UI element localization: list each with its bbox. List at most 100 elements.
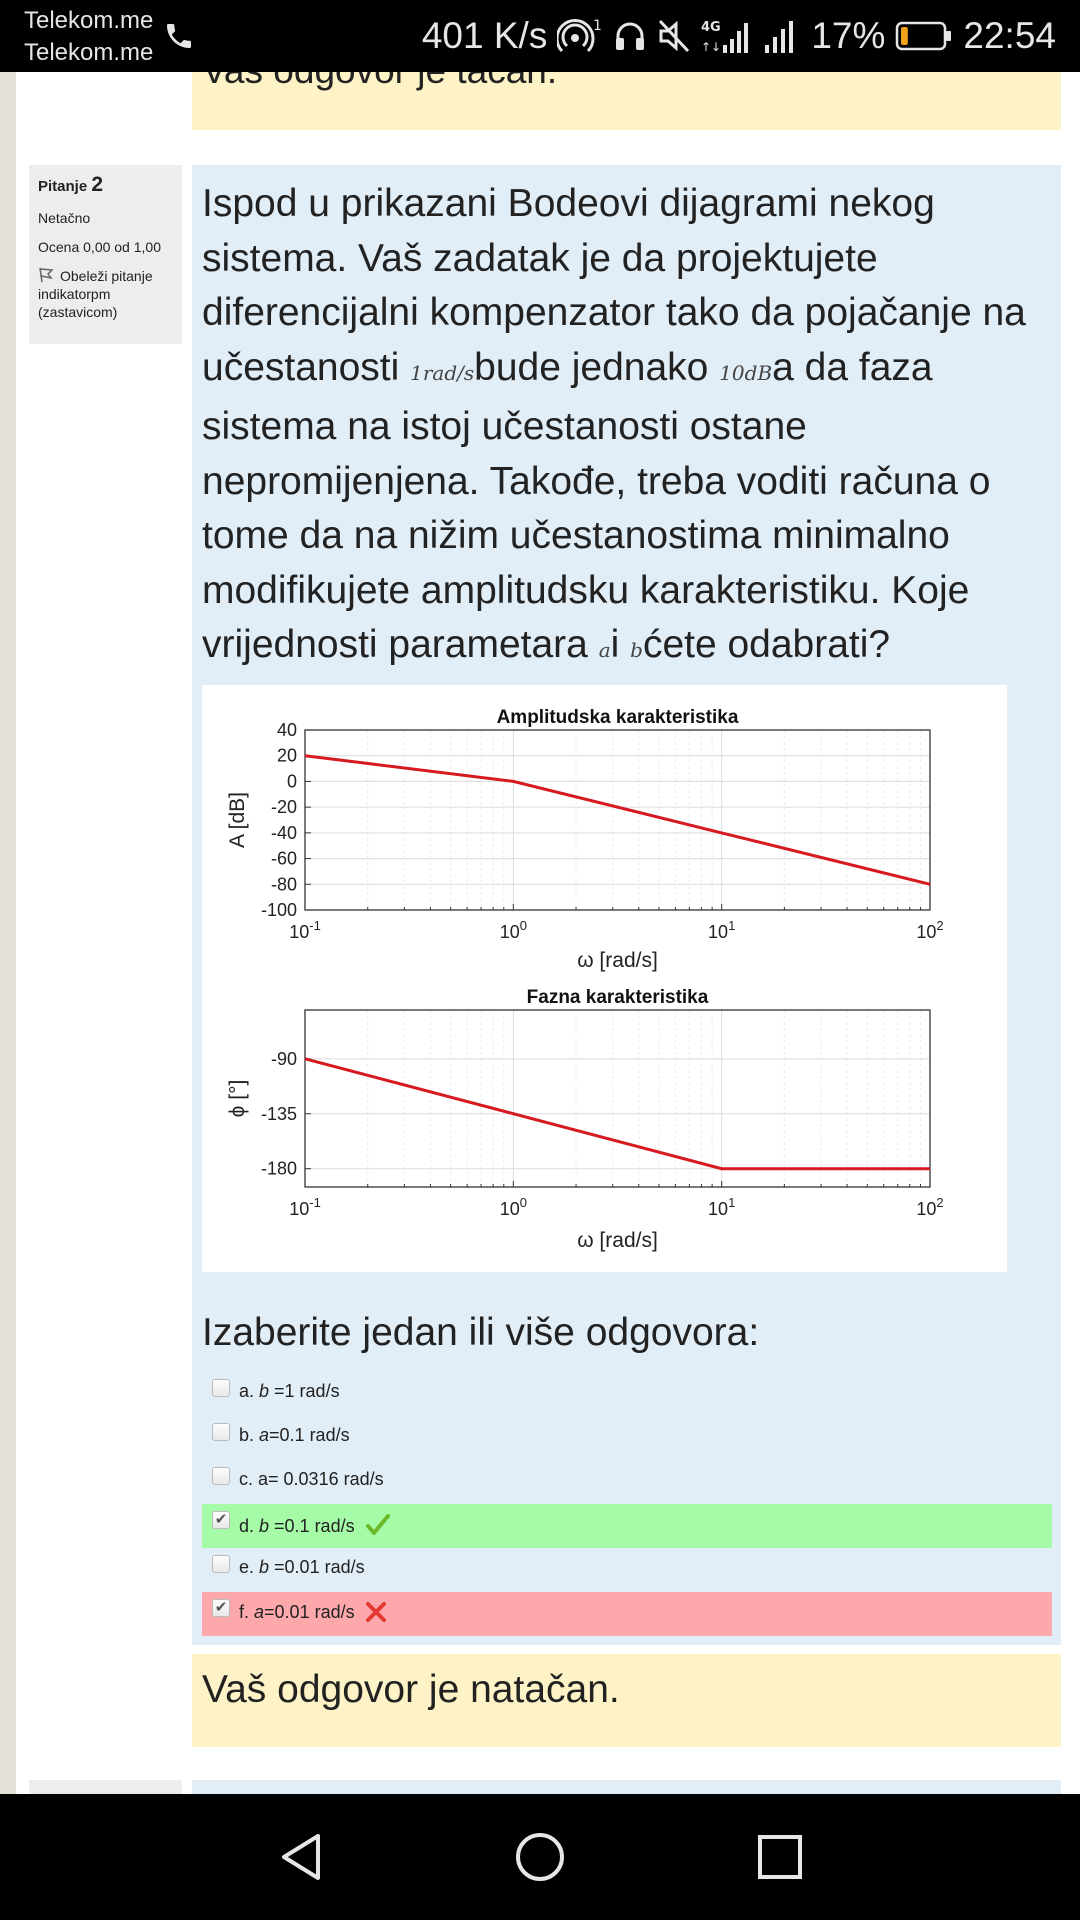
math-gain: 10dB <box>719 360 773 385</box>
home-icon[interactable] <box>515 1832 565 1882</box>
svg-text:4G: 4G <box>701 20 721 35</box>
answer-checkbox[interactable] <box>212 1467 230 1485</box>
answer-option[interactable]: ✔ f. a=0.01 rad/s <box>202 1592 1052 1636</box>
answer-label: f. a=0.01 rad/s <box>239 1601 387 1623</box>
carrier-name-secondary: Telekom.me <box>24 39 154 66</box>
y-tick-label: 20 <box>277 746 297 766</box>
math-param-b: b <box>630 638 643 662</box>
4g-signal-icon: 4G ↑↓ <box>701 20 749 54</box>
y-tick-label: -100 <box>261 900 297 920</box>
question-number-value: 2 <box>91 173 104 196</box>
y-tick-label: 40 <box>277 720 297 740</box>
answer-checkbox[interactable] <box>212 1423 230 1441</box>
y-axis-label: ϕ [°] <box>226 1080 249 1118</box>
question-text-part: Ispod u prikazani Bodeovi dijagrami neko… <box>202 182 1026 389</box>
y-tick-label: -20 <box>271 797 297 817</box>
x-tick-label: 10-1 <box>289 918 321 942</box>
answer-option[interactable]: a. b =1 rad/s <box>202 1372 1052 1416</box>
answer-text: a= 0.0316 rad/s <box>258 1469 384 1489</box>
svg-text:↑↓: ↑↓ <box>701 40 721 54</box>
clock: 22:54 <box>963 15 1056 56</box>
navigation-bar <box>0 1794 1080 1920</box>
bode-diagram-figure: 40 20 0 -20 -40 -60 -80 -100 10-1 100 101 102 Amplit… <box>202 685 1007 1272</box>
question-state: Netačno <box>38 210 91 226</box>
answer-letter: e. <box>239 1557 260 1577</box>
answer-variable: a <box>254 1602 265 1622</box>
question-number: Pitanje 2 <box>38 173 173 197</box>
flag-question-label: Obeleži pitanje indikatorpm (zastavicom) <box>38 268 153 320</box>
y-tick-label: -80 <box>271 874 297 894</box>
answer-letter: b. <box>239 1425 260 1445</box>
carrier-name: Telekom.me <box>24 7 154 34</box>
answer-letter: d. <box>239 1516 260 1536</box>
answer-text: =0.01 rad/s <box>269 1557 365 1577</box>
answer-checkbox[interactable] <box>212 1379 230 1397</box>
answer-variable: b <box>259 1557 270 1577</box>
answer-checkbox[interactable]: ✔ <box>212 1511 230 1529</box>
answer-variable: b <box>259 1381 270 1401</box>
question-content: Ispod u prikazani Bodeovi dijagrami neko… <box>192 165 1061 1645</box>
y-axis-label: A [dB] <box>226 792 249 848</box>
x-tick-label: 100 <box>500 918 527 942</box>
x-tick-label: 101 <box>708 1195 735 1219</box>
plot-frame <box>304 729 931 911</box>
flag-question-link[interactable]: Obeleži pitanje indikatorpm (zastavicom) <box>38 267 173 321</box>
page-left-border <box>0 72 16 1794</box>
answer-letter: c. <box>239 1469 259 1489</box>
signal-icon <box>765 21 794 53</box>
y-tick-label: -60 <box>271 849 297 869</box>
correct-check-icon <box>365 1514 390 1535</box>
battery-icon <box>896 21 952 51</box>
answer-option[interactable]: e. b =0.01 rad/s <box>202 1548 1052 1592</box>
answer-letter: f. <box>239 1602 255 1622</box>
answer-label: a. b =1 rad/s <box>239 1381 340 1402</box>
answer-option[interactable]: b. a=0.1 rad/s <box>202 1416 1052 1460</box>
answers-prompt: Izaberite jedan ili više odgovora: <box>202 1311 760 1354</box>
answer-label: b. a=0.1 rad/s <box>239 1425 350 1446</box>
flag-icon <box>39 267 54 283</box>
headset-icon <box>616 22 645 50</box>
question-text-part: ćete odabrati? <box>642 623 891 666</box>
x-tick-label: 100 <box>500 1195 527 1219</box>
answer-letter: a. <box>239 1381 260 1401</box>
answer-text: =0.01 rad/s <box>264 1602 355 1622</box>
network-speed: 401 K/s <box>421 15 548 56</box>
previous-feedback-text: Vaš odgovor je tačan. <box>202 72 557 92</box>
y-tick-label: 0 <box>287 771 297 791</box>
question-text-part: a da faza sistema na istoj učestanosti o… <box>202 345 991 667</box>
status-bar: Telekom.me Telekom.me 401 K/s 1 4G ↑↓ 17%… <box>0 0 1080 72</box>
x-tick-label: 102 <box>916 1195 943 1219</box>
y-tick-label: -180 <box>261 1159 297 1179</box>
chart-title: Amplitudska karakteristika <box>497 707 739 728</box>
answer-label: e. b =0.01 rad/s <box>239 1557 365 1578</box>
previous-feedback: Vaš odgovor je tačan. <box>192 72 1061 130</box>
question-info: Pitanje 2 Netačno Ocena 0,00 od 1,00 Obe… <box>29 165 182 344</box>
question-text-part: i <box>610 623 631 666</box>
question-grade: Ocena 0,00 od 1,00 <box>38 239 161 255</box>
y-tick-label: -40 <box>271 823 297 843</box>
recents-icon[interactable] <box>755 1832 805 1882</box>
phone-icon <box>167 24 191 48</box>
answer-label: d. b =0.1 rad/s <box>239 1513 391 1537</box>
x-axis-label: ω [rad/s] <box>577 1229 658 1252</box>
question-text-part: bude jednako <box>474 345 720 389</box>
y-tick-label: -135 <box>261 1104 297 1124</box>
answer-checkbox[interactable] <box>212 1555 230 1573</box>
answer-option[interactable]: ✔ d. b =0.1 rad/s <box>202 1504 1052 1548</box>
x-tick-label: 10-1 <box>289 1195 321 1219</box>
answer-text: =0.1 rad/s <box>269 1425 350 1445</box>
y-tick-label: -90 <box>271 1049 297 1069</box>
answer-feedback-text: Vaš odgovor je natačan. <box>202 1668 620 1711</box>
back-icon[interactable] <box>276 1832 326 1882</box>
data-line <box>304 1057 930 1171</box>
data-line <box>304 754 931 886</box>
answer-checkbox[interactable]: ✔ <box>212 1599 230 1617</box>
answer-option[interactable]: c. a= 0.0316 rad/s <box>202 1460 1052 1504</box>
mute-icon <box>659 19 690 53</box>
answer-text: =1 rad/s <box>269 1381 340 1401</box>
status-right: 401 K/s 1 4G ↑↓ 17% 22:54 <box>422 14 1056 58</box>
answer-list: a. b =1 rad/s b. a=0.1 rad/s c. a= 0.0316 … <box>202 1372 1052 1636</box>
answer-feedback: Vaš odgovor je natačan. <box>192 1654 1061 1747</box>
answer-variable: b <box>259 1516 270 1536</box>
